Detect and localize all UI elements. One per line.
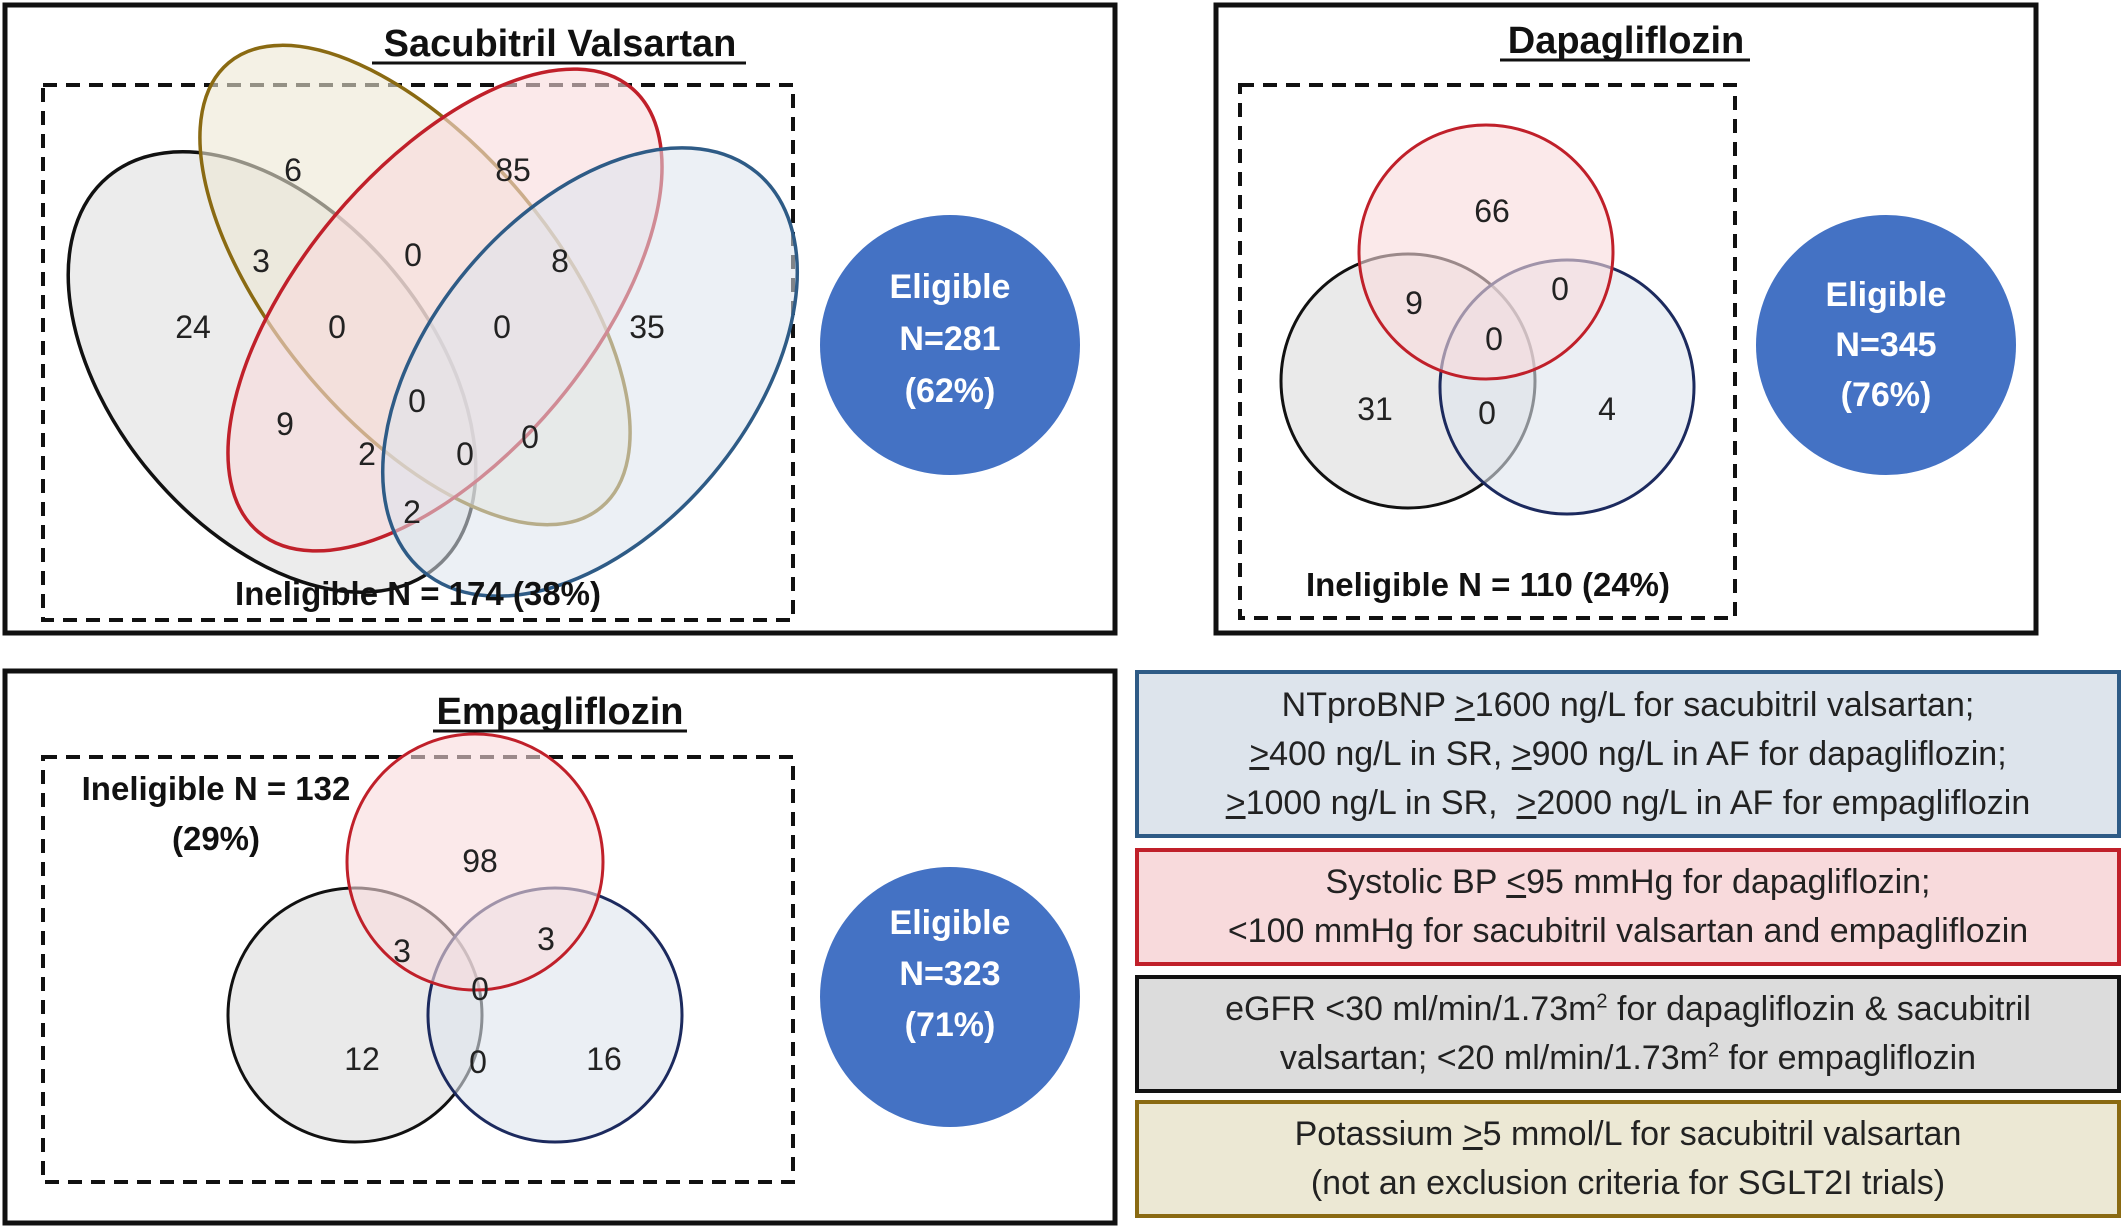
region-label: 66 [1474,193,1510,229]
region-label: 0 [471,971,489,1007]
legend-superscript: 2 [1707,1039,1720,1062]
region-label: 0 [456,436,474,472]
region-label: 85 [495,152,531,188]
region-label: 31 [1357,391,1393,427]
region-label: 0 [1478,395,1496,431]
region-label: 6 [284,152,302,188]
region-label: 2 [358,436,376,472]
region-label: 12 [344,1041,380,1077]
legend-text: Potassium [1294,1115,1463,1153]
legend-systolic: Systolic BP <95 mmHg for dapagliflozin; … [1135,848,2121,966]
legend-symbol: > [1225,783,1246,822]
dapagliflozin-title: Dapagliflozin [1508,20,1744,62]
eligible-percent: (76%) [1841,376,1932,414]
region-label: 3 [252,243,270,279]
sacubitril-ineligible-label: Ineligible N = 174 (38%) [235,575,601,612]
eligible-label: Eligible [1826,276,1947,314]
legend-superscript: 2 [1596,990,1608,1013]
eligible-label: Eligible [890,904,1011,942]
legend-potassium: Potassium >5 mmol/L for sacubitril valsa… [1135,1100,2121,1218]
region-label: 9 [1405,285,1423,321]
region-label: 2 [403,494,421,530]
legend-text: <100 mmHg for sacubitril valsartan and e… [1227,912,2029,950]
dapagliflozin-systolic-circle [1357,123,1615,381]
dapagliflozin-ineligible-box [1238,83,1737,620]
dapagliflozin-ineligible-label: Ineligible N = 110 (24%) [1306,566,1670,603]
empagliflozin-ineligible-label: Ineligible N = 132 [82,770,351,807]
sacubitril-panel: Sacubitril Valsartan 6 85 3 0 8 24 0 0 3… [2,2,1118,636]
region-label: 35 [629,309,665,345]
eligible-count: N=345 [1835,326,1936,364]
eligible-percent: (62%) [905,372,996,410]
eligible-label: Eligible [890,268,1011,306]
legend-symbol: > [1511,734,1532,773]
region-label: 3 [393,933,411,969]
empagliflozin-ineligible-percent: (29%) [172,820,260,857]
legend-symbol: < [1506,863,1527,901]
region-label: 0 [328,309,346,345]
empagliflozin-eligible-circle [820,867,1080,1127]
region-label: 0 [493,309,511,345]
region-label: 0 [404,237,422,273]
dapagliflozin-eligible-circle [1756,215,2016,475]
empagliflozin-systolic-circle [345,732,605,992]
eligible-percent: (71%) [905,1006,996,1044]
eligible-count: N=281 [899,320,1000,358]
legend-text: for empagliflozin [1719,1039,1977,1077]
legend-text: (not an exclusion criteria for SGLT2I tr… [1310,1164,1946,1202]
legend-text: NTproBNP [1281,685,1455,724]
legend-text: 2000 ng/L in AF for empagliflozin [1536,783,2031,822]
sacubitril-ntprobnp-ellipse [380,146,800,598]
eligible-count: N=323 [899,955,1000,993]
legend-symbol: > [1516,783,1537,822]
region-label: 9 [276,406,294,442]
region-label: 0 [1485,321,1503,357]
legend-symbol: > [1249,734,1270,773]
region-label: 0 [469,1044,487,1080]
region-label: 0 [408,383,426,419]
region-label: 3 [537,921,555,957]
empagliflozin-title: Empagliflozin [437,691,684,733]
legend-text: 400 ng/L in SR, [1269,734,1512,773]
legend-egfr: eGFR <30 ml/min/1.73m2 for dapagliflozin… [1135,975,2121,1093]
legend-text: 95 mmHg for dapagliflozin; [1526,863,1931,901]
dapagliflozin-panel: Dapagliflozin 66 9 0 0 31 0 4 Ineligible… [1213,2,2039,636]
empagliflozin-panel: Empagliflozin 98 3 3 0 12 0 16 Ineligibl… [2,668,1118,1226]
region-label: 98 [462,843,498,879]
legend-ntprobnp: NTproBNP >1600 ng/L for sacubitril valsa… [1135,670,2121,838]
legend-text: 1600 ng/L for sacubitril valsartan; [1474,685,1975,724]
sacubitril-title: Sacubitril Valsartan [384,23,737,65]
region-label: 0 [1551,271,1569,307]
sacubitril-eligible-circle [820,215,1080,475]
legend-symbol: > [1462,1115,1483,1153]
legend-symbol: > [1454,685,1475,724]
region-label: 24 [175,309,211,345]
region-label: 4 [1598,391,1616,427]
legend-text: for dapagliflozin & sacubitril [1607,990,2031,1028]
region-label: 16 [586,1041,622,1077]
region-label: 8 [551,243,569,279]
sacubitril-ineligible-box [41,83,795,622]
legend-text: 900 ng/L in AF for dapagliflozin; [1531,734,2007,773]
legend-text: eGFR <30 ml/min/1.73m [1225,990,1597,1028]
region-label: 0 [521,419,539,455]
legend-text: Systolic BP [1325,863,1507,901]
legend-text: valsartan; <20 ml/min/1.73m [1279,1039,1708,1077]
legend-text: 5 mmol/L for sacubitril valsartan [1482,1115,1962,1153]
legend-text: 1000 ng/L in SR, [1245,783,1517,822]
